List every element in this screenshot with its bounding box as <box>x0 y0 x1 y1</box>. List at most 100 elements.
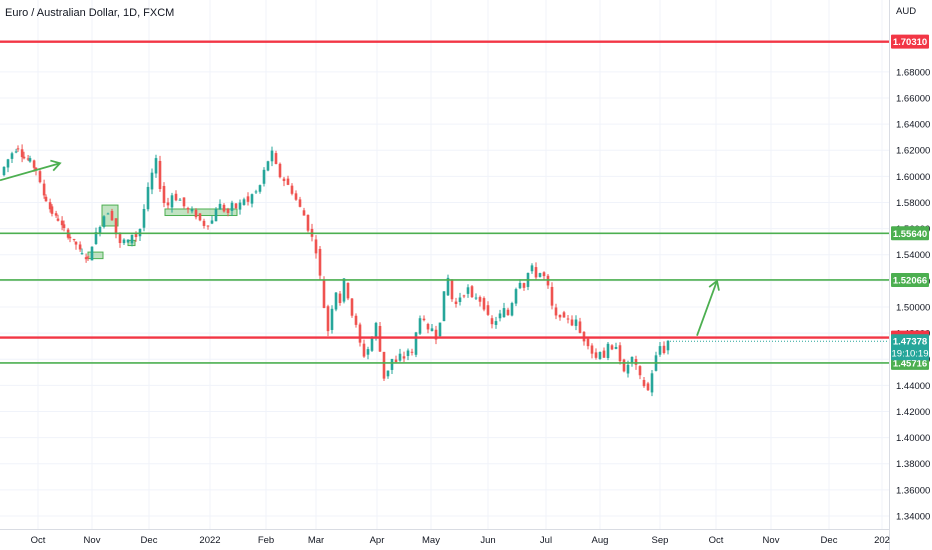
candle-body <box>60 220 64 226</box>
candle-body <box>72 238 76 240</box>
y-tick-label: 1.38000 <box>896 459 930 470</box>
y-tick-label: 1.64000 <box>896 120 930 131</box>
candle-body <box>510 303 514 316</box>
level-price-text: 1.45716 <box>893 358 927 369</box>
candle-body <box>446 277 450 296</box>
trend-arrows <box>0 159 720 336</box>
candle-body <box>68 236 72 239</box>
candle-body <box>234 203 238 209</box>
candle-body <box>78 244 82 250</box>
candle-body <box>362 343 366 357</box>
countdown-text: 19:10:19 <box>892 349 929 360</box>
candle-body <box>158 160 162 190</box>
candle-body <box>366 349 370 355</box>
candle-body <box>150 172 154 190</box>
candle-body <box>10 153 14 159</box>
candle-body <box>170 195 174 208</box>
candle-body <box>494 321 498 325</box>
candle-body <box>194 209 198 218</box>
candle-body <box>438 322 442 337</box>
candle-body <box>462 295 466 297</box>
candle-body <box>374 322 378 337</box>
x-tick-label: Apr <box>370 535 385 546</box>
candle-body <box>42 183 46 196</box>
candle-body <box>358 324 362 343</box>
candle-body <box>302 210 306 216</box>
candle-body <box>48 202 52 210</box>
candle-body <box>134 234 138 238</box>
candle-body <box>106 213 110 215</box>
candle-body <box>406 350 410 356</box>
candle-body <box>470 286 474 298</box>
candle-body <box>142 208 146 228</box>
candle-body <box>450 279 454 300</box>
candle-body <box>618 345 622 362</box>
candle-body <box>290 185 294 194</box>
candle-body <box>370 338 374 351</box>
candle-body <box>210 220 214 224</box>
level-price-text: 1.55640 <box>893 229 927 240</box>
x-tick-label: Jun <box>480 535 495 546</box>
candle-body <box>490 318 494 325</box>
candle-body <box>86 256 90 258</box>
candle-body <box>246 196 250 202</box>
time-axis[interactable]: Oct Nov Dec 2022 Feb Mar Apr May Jun Jul Aug Sep Oct… <box>31 535 890 546</box>
y-tick-label: 1.50000 <box>896 302 930 313</box>
candle-body <box>20 149 24 158</box>
y-tick-label: 1.44000 <box>896 381 930 392</box>
candle-body <box>534 267 538 278</box>
candle-body <box>330 308 334 330</box>
candle-body <box>258 185 262 192</box>
candle-body <box>658 346 662 355</box>
price-tags: 1.703101.556401.520661.476551.457161.473… <box>891 34 929 370</box>
x-tick-label: 202 <box>874 535 890 546</box>
candle-body <box>126 239 130 243</box>
candle-body <box>130 234 134 244</box>
candle-body <box>426 323 430 330</box>
candle-body <box>318 248 322 276</box>
candle-body <box>26 158 30 160</box>
candle-body <box>254 191 258 193</box>
y-tick-label: 1.34000 <box>896 511 930 522</box>
candle-body <box>262 169 266 184</box>
candle-body <box>598 352 602 359</box>
candle-body <box>102 216 106 227</box>
candle-body <box>266 161 270 171</box>
candle-body <box>206 225 210 227</box>
candle-body <box>154 158 158 174</box>
candle-body <box>202 220 206 226</box>
chart-title: Euro / Australian Dollar, 1D, FXCM <box>5 7 174 19</box>
candle-body <box>54 213 58 216</box>
candle-body <box>230 202 234 211</box>
candle-body <box>558 314 562 318</box>
candle-body <box>80 253 84 255</box>
candle-body <box>322 279 326 308</box>
candle-body <box>382 351 386 379</box>
candle-body <box>378 326 382 352</box>
y-tick-label: 1.36000 <box>896 485 930 496</box>
candle-body <box>222 204 226 212</box>
candle-body <box>62 224 66 229</box>
candle-body <box>662 345 666 354</box>
last-price-text: 1.47378 <box>893 337 927 348</box>
candle-body <box>522 283 526 288</box>
candle-body <box>642 379 646 387</box>
price-axis[interactable]: 1.34000 1.36000 1.38000 1.40000 1.42000 1.440… <box>896 67 930 522</box>
candle-body <box>6 159 10 168</box>
candles <box>2 144 670 397</box>
candle-body <box>430 328 434 332</box>
candle-body <box>146 186 150 210</box>
candle-body <box>590 345 594 354</box>
candle-body <box>346 283 350 299</box>
arrow-shaft <box>0 162 61 182</box>
candle-body <box>398 353 402 361</box>
y-tick-label: 1.40000 <box>896 433 930 444</box>
y-tick-label: 1.68000 <box>896 67 930 78</box>
currency-label: AUD <box>896 6 916 17</box>
candle-body <box>286 178 290 185</box>
candle-body <box>166 202 170 206</box>
x-tick-label: Oct <box>31 535 46 546</box>
candle-body <box>90 246 94 261</box>
x-tick-label: Jul <box>540 535 552 546</box>
